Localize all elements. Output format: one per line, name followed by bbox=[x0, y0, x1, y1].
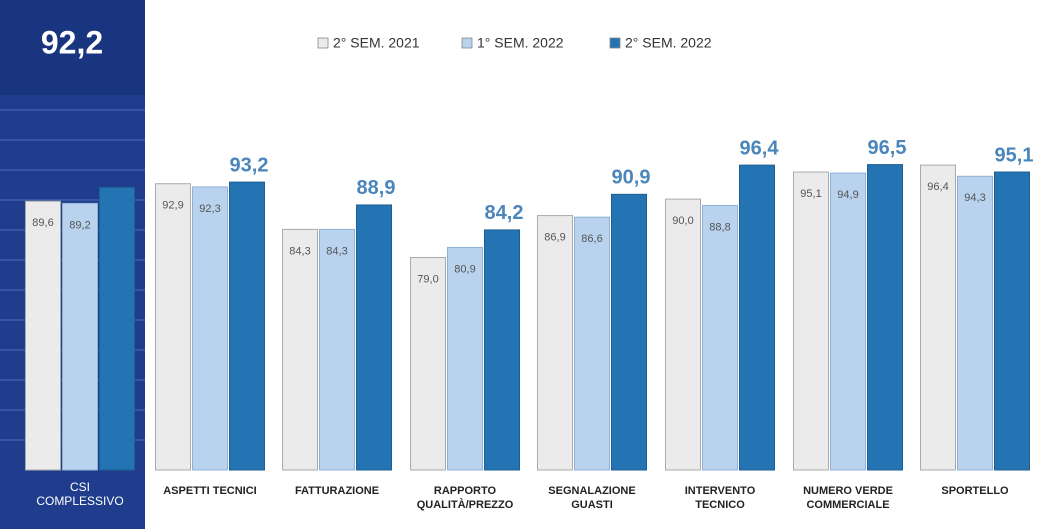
bar bbox=[611, 193, 647, 471]
bar bbox=[62, 202, 98, 471]
x-tick-label: FATTURAZIONE bbox=[294, 485, 380, 497]
x-tick-label: SPORTELLO bbox=[941, 485, 1009, 497]
bar bbox=[537, 215, 573, 471]
bar bbox=[155, 183, 191, 471]
legend-label: 1° SEM. 2022 bbox=[477, 35, 564, 51]
bar bbox=[99, 186, 135, 471]
value-label: 92,3 bbox=[199, 203, 220, 215]
value-label: 88,9 bbox=[357, 177, 396, 199]
x-tick-label: NUMERO VERDE COMMERCIALE bbox=[803, 485, 893, 511]
bar bbox=[920, 164, 956, 471]
bar bbox=[702, 204, 738, 471]
bar bbox=[192, 186, 228, 471]
bar bbox=[356, 204, 392, 471]
value-label: 93,2 bbox=[230, 154, 269, 176]
x-tick-label: ASPETTI TECNICI bbox=[163, 485, 257, 497]
value-label: 94,9 bbox=[837, 189, 858, 201]
value-label: 92,9 bbox=[162, 200, 183, 212]
legend-swatch bbox=[609, 37, 621, 49]
bar bbox=[739, 164, 775, 471]
bar bbox=[665, 198, 701, 471]
value-label: 80,9 bbox=[454, 263, 475, 275]
value-label: 96,5 bbox=[868, 137, 907, 159]
value-label: 90,9 bbox=[612, 167, 651, 189]
x-tick-label: CSI COMPLESSIVO bbox=[36, 480, 124, 508]
value-label: 79,0 bbox=[417, 273, 438, 285]
legend-label: 2° SEM. 2021 bbox=[333, 35, 420, 51]
bar bbox=[793, 171, 829, 471]
value-label: 86,6 bbox=[581, 233, 602, 245]
x-tick-label: RAPPORTO QUALITÀ/PREZZO bbox=[416, 485, 514, 511]
bar bbox=[867, 164, 903, 471]
bar bbox=[282, 228, 318, 471]
legend-swatch bbox=[317, 37, 329, 49]
value-label: 89,6 bbox=[32, 217, 53, 229]
value-label: 84,2 bbox=[485, 202, 524, 224]
bar bbox=[994, 171, 1030, 471]
value-label: 84,3 bbox=[289, 245, 310, 257]
legend-label: 2° SEM. 2022 bbox=[625, 35, 712, 51]
value-label: 84,3 bbox=[326, 245, 347, 257]
value-label: 95,1 bbox=[800, 188, 821, 200]
bar bbox=[574, 216, 610, 471]
value-label: 90,0 bbox=[672, 215, 693, 227]
bar bbox=[319, 228, 355, 471]
value-label: 95,1 bbox=[995, 144, 1034, 166]
value-label: 96,4 bbox=[927, 181, 948, 193]
bar bbox=[957, 175, 993, 471]
bar bbox=[25, 200, 61, 471]
value-label: 89,2 bbox=[69, 219, 90, 231]
value-label: 96,4 bbox=[740, 137, 780, 159]
bar bbox=[410, 257, 446, 471]
x-tick-label: SEGNALAZIONE GUASTI bbox=[548, 485, 636, 511]
value-label: 88,8 bbox=[709, 221, 730, 233]
bar bbox=[447, 246, 483, 471]
bar bbox=[229, 181, 265, 471]
bar bbox=[484, 229, 520, 471]
csi-box bbox=[0, 0, 145, 95]
bar bbox=[830, 172, 866, 471]
legend-swatch bbox=[461, 37, 473, 49]
value-label: 86,9 bbox=[544, 231, 565, 243]
value-label: 94,3 bbox=[964, 192, 985, 204]
x-tick-label: INTERVENTO TECNICO bbox=[684, 485, 756, 511]
csi-value: 92,2 bbox=[41, 24, 103, 60]
